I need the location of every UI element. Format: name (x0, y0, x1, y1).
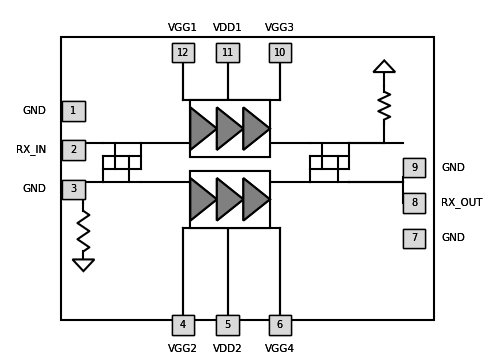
Text: 10: 10 (274, 48, 286, 58)
Text: VGG3: VGG3 (265, 23, 295, 33)
Text: GND: GND (22, 184, 46, 194)
Text: 6: 6 (277, 320, 283, 330)
Polygon shape (217, 107, 244, 150)
Bar (172, 43, 194, 62)
Bar (268, 43, 291, 62)
Polygon shape (244, 107, 270, 150)
Bar (62, 140, 84, 160)
Text: 2: 2 (70, 145, 76, 155)
Text: RX_IN: RX_IN (16, 144, 46, 155)
Text: 11: 11 (222, 48, 234, 58)
Polygon shape (217, 178, 244, 221)
Text: 4: 4 (180, 320, 186, 330)
Text: VGG4: VGG4 (265, 344, 295, 354)
Bar (403, 158, 425, 177)
Bar (216, 43, 239, 62)
Bar (190, 171, 270, 228)
Text: 8: 8 (411, 198, 417, 208)
Bar (61, 37, 434, 320)
Text: 11: 11 (222, 48, 234, 58)
Text: 9: 9 (411, 163, 417, 173)
Bar (172, 315, 194, 335)
Text: VDD1: VDD1 (213, 23, 242, 33)
Text: 12: 12 (176, 48, 189, 58)
Polygon shape (244, 107, 270, 150)
Text: VGG2: VGG2 (168, 344, 198, 354)
Text: RX_IN: RX_IN (16, 144, 46, 155)
Text: VDD2: VDD2 (213, 344, 242, 354)
Text: 10: 10 (274, 48, 286, 58)
Text: 12: 12 (176, 48, 189, 58)
Text: 4: 4 (180, 320, 186, 330)
Text: 1: 1 (70, 106, 76, 116)
Polygon shape (190, 107, 217, 150)
Polygon shape (244, 178, 270, 221)
Text: VDD1: VDD1 (213, 23, 242, 33)
Bar (190, 171, 270, 228)
Bar (172, 315, 194, 335)
Bar (62, 180, 84, 199)
Text: VGG4: VGG4 (265, 344, 295, 354)
Bar (268, 315, 291, 335)
Text: 9: 9 (411, 163, 417, 173)
Polygon shape (374, 61, 395, 72)
Text: 5: 5 (224, 320, 231, 330)
Bar (216, 43, 239, 62)
Bar (403, 193, 425, 213)
Bar (403, 228, 425, 248)
Bar (216, 315, 239, 335)
Text: RX_OUT: RX_OUT (442, 197, 483, 208)
Text: GND: GND (442, 163, 466, 173)
Text: 7: 7 (411, 233, 417, 243)
Text: VGG1: VGG1 (168, 23, 198, 33)
Text: VGG2: VGG2 (168, 344, 198, 354)
Text: 7: 7 (411, 233, 417, 243)
Bar (190, 100, 270, 157)
Bar (403, 193, 425, 213)
Polygon shape (217, 178, 244, 221)
Bar (62, 180, 84, 199)
Bar (172, 43, 194, 62)
Text: VDD2: VDD2 (213, 344, 242, 354)
Bar (216, 315, 239, 335)
Bar (403, 228, 425, 248)
Text: VGG3: VGG3 (265, 23, 295, 33)
Text: VGG1: VGG1 (168, 23, 198, 33)
Text: GND: GND (442, 233, 466, 243)
Text: 6: 6 (277, 320, 283, 330)
Text: GND: GND (22, 106, 46, 116)
Polygon shape (190, 178, 217, 221)
Bar (268, 43, 291, 62)
Text: 3: 3 (70, 184, 76, 194)
Text: 5: 5 (224, 320, 231, 330)
Bar (62, 101, 84, 121)
Text: 1: 1 (70, 106, 76, 116)
Polygon shape (190, 107, 217, 150)
Text: 8: 8 (411, 198, 417, 208)
Text: RX_OUT: RX_OUT (442, 197, 483, 208)
Bar (403, 158, 425, 177)
Text: GND: GND (22, 106, 46, 116)
Text: 2: 2 (70, 145, 76, 155)
Bar (62, 140, 84, 160)
Polygon shape (217, 107, 244, 150)
Polygon shape (190, 178, 217, 221)
Polygon shape (72, 260, 94, 271)
Text: GND: GND (22, 184, 46, 194)
Text: 3: 3 (70, 184, 76, 194)
Polygon shape (244, 178, 270, 221)
Bar (62, 101, 84, 121)
Text: GND: GND (442, 233, 466, 243)
Bar (190, 100, 270, 157)
Text: GND: GND (442, 163, 466, 173)
Bar (268, 315, 291, 335)
